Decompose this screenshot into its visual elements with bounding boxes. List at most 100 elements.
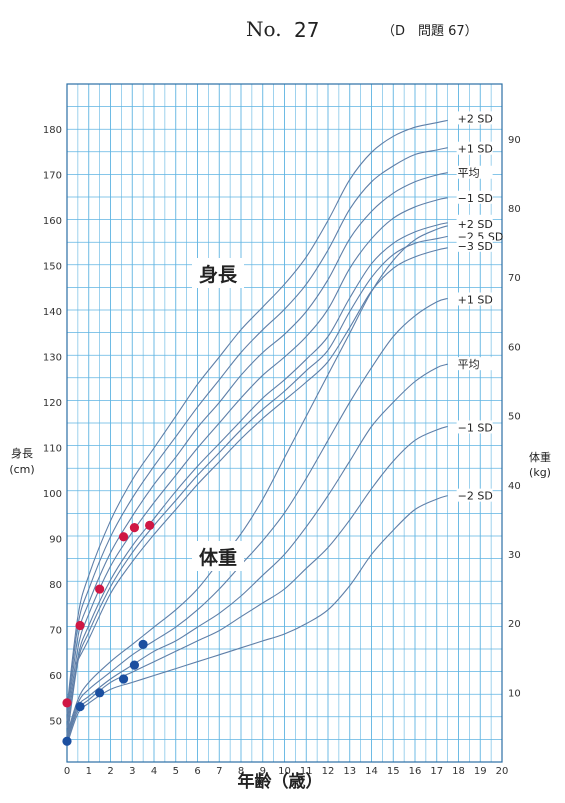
y-left-tick-label: 60 (49, 671, 62, 682)
y-left-tick-label: 110 (43, 444, 62, 455)
weight-curve-label-bg (456, 357, 493, 371)
y-left-tick-label: 130 (43, 353, 62, 364)
section-weight-label: 体重 (199, 546, 237, 569)
height-point (129, 523, 140, 533)
y-right-tick-label: 30 (508, 550, 521, 561)
x-tick-label: 8 (238, 766, 244, 777)
y-right-tick-label: 60 (508, 342, 521, 353)
weight-curve (66, 363, 448, 741)
x-tick-label: 12 (322, 766, 335, 777)
y-right-label: 体重 (529, 450, 551, 464)
y-left-tick-label: 120 (43, 398, 62, 409)
x-tick-label: 2 (107, 766, 113, 777)
x-tick-label: 18 (452, 766, 465, 777)
header: No. 27 （D 問題 67） (246, 17, 478, 42)
height-curve-label-bg (456, 165, 493, 179)
weight-curve (66, 495, 448, 745)
x-tick-label: 10 (278, 766, 291, 777)
weight-point (75, 702, 85, 712)
y-right-unit: (kg) (529, 466, 551, 479)
y-left-tick-label: 80 (49, 580, 62, 591)
y-left-tick-label: 90 (49, 535, 62, 546)
header-number: 27 (294, 18, 319, 42)
height-point (118, 532, 129, 542)
y-left-tick-label: 50 (49, 717, 62, 728)
height-curve-label-bg (456, 111, 493, 125)
y-left-tick-label: 180 (43, 125, 62, 136)
section-height-bg (192, 258, 244, 288)
plot-frame (66, 83, 503, 763)
axis-ticks: 0 1 2 3 4 5 6 7 8 9 10 11 12 13 14 15 16 17 18 19 2050607080… (43, 125, 521, 777)
x-tick-label: 15 (387, 766, 400, 777)
weight-point (129, 660, 140, 670)
y-left-tick-label: 150 (43, 262, 62, 273)
x-tick-label: 3 (129, 766, 135, 777)
x-tick-label: 1 (86, 766, 92, 777)
height-curve (66, 147, 448, 715)
y-right-tick-label: 90 (508, 135, 521, 146)
x-tick-label: 7 (216, 766, 222, 777)
y-right-tick-label: 20 (508, 619, 521, 630)
x-tick-label: 16 (409, 766, 422, 777)
height-curve (75, 247, 448, 665)
x-tick-label: 14 (365, 766, 378, 777)
y-right-tick-label: 70 (508, 273, 521, 284)
weight-curve (66, 225, 448, 735)
x-tick-label: 11 (300, 766, 313, 777)
weight-curve (66, 297, 448, 738)
section-height-label: 身長 (199, 263, 238, 286)
section-weight-bg (192, 541, 244, 571)
y-left-tick-label: 140 (43, 307, 62, 318)
x-tick-label: 6 (194, 766, 200, 777)
curves (66, 119, 448, 745)
weight-point (138, 639, 148, 649)
height-curve (66, 172, 448, 722)
x-tick-label: 0 (64, 766, 70, 777)
header-problem: （D 問題 67） (382, 24, 478, 39)
x-tick-label: 17 (430, 766, 443, 777)
y-right-tick-label: 50 (508, 412, 521, 423)
height-curve-label: +1 SD (458, 143, 493, 156)
x-tick-label: 9 (260, 766, 266, 777)
weight-curve-label: +1 SD (458, 293, 493, 306)
y-left-label: 身長 (11, 446, 33, 460)
height-curve-label-bg (456, 190, 493, 204)
x-tick-label: 5 (173, 766, 179, 777)
weight-curve-label: 平均 (458, 358, 480, 371)
x-tick-label: 13 (343, 766, 356, 777)
height-point (145, 520, 155, 530)
x-tick-label: 4 (151, 766, 157, 777)
height-curve-label: +2 SD (458, 112, 493, 125)
y-right-tick-label: 40 (508, 481, 521, 492)
weight-curve-label: −2 SD (458, 490, 493, 503)
y-right-tick-label: 80 (508, 204, 521, 215)
height-curve-label: 平均 (458, 167, 480, 180)
y-right-tick-label: 10 (508, 688, 521, 699)
weight-curve-label: −1 SD (458, 421, 493, 434)
height-curve-label-bg (456, 141, 493, 155)
weight-curve-label-bg (456, 216, 493, 230)
height-curve (66, 197, 448, 728)
height-curve-label-bg (456, 238, 493, 252)
x-axis-label: 年齢（歳） (238, 771, 323, 792)
weight-curve-label-bg (456, 420, 493, 434)
y-left-unit: (cm) (9, 463, 34, 476)
plotted-points (62, 520, 155, 746)
height-point (75, 620, 85, 631)
y-left-tick-label: 70 (49, 626, 62, 637)
chart-grid (66, 83, 503, 763)
height-curve (66, 222, 448, 735)
height-curve (66, 235, 448, 740)
height-point (95, 584, 105, 594)
weight-curve (66, 425, 448, 743)
y-left-tick-label: 160 (43, 216, 62, 227)
height-point (62, 698, 72, 708)
x-tick-label: 20 (496, 766, 509, 777)
weight-curve-label-bg (456, 488, 493, 502)
height-curve (66, 119, 448, 708)
weight-point (95, 688, 105, 698)
height-curve-label: −3 SD (458, 240, 493, 253)
y-left-tick-label: 170 (43, 171, 62, 182)
